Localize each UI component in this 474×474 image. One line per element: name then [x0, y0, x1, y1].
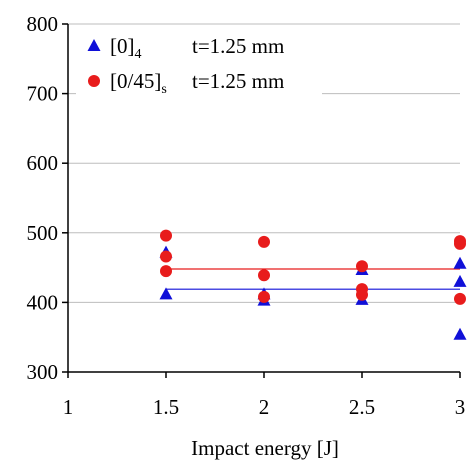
legend-background [76, 30, 322, 102]
y-ticks: 300 400 500 600 700 800 [27, 12, 68, 384]
data-point-s1-6 [356, 260, 368, 273]
data-point-s1-10 [454, 237, 466, 250]
y-tick-label-4: 700 [27, 82, 59, 106]
data-point-s1-5 [258, 290, 270, 303]
data-point-s0-8 [453, 327, 467, 340]
data-point-s1-4 [258, 269, 270, 282]
x-tick-label-3: 2.5 [349, 395, 375, 419]
x-tick-label-4: 3 [455, 395, 466, 419]
mean-lines [166, 268, 460, 290]
legend-label-1: [0/45]s [110, 69, 167, 97]
legend-label-1-main: [0/45] [110, 69, 161, 93]
data-point-s1-0 [160, 229, 172, 242]
data-point-s1-11 [454, 292, 466, 305]
data-points [159, 229, 467, 340]
legend: [0]4 t=1.25 mm [0/45]s t=1.25 mm [76, 30, 322, 102]
data-point-s0-7 [453, 274, 467, 287]
legend-marker-1 [88, 75, 100, 87]
y-tick-label-2: 500 [27, 221, 59, 245]
legend-note-0: t=1.25 mm [192, 34, 284, 58]
y-tick-label-5: 800 [27, 12, 59, 36]
data-point-s1-3 [258, 235, 270, 248]
data-point-s0-6 [453, 256, 467, 269]
data-point-s0-1 [159, 287, 173, 300]
x-ticks: 1 1.5 2 2.5 3 [63, 372, 466, 419]
legend-label-0-main: [0] [110, 34, 135, 58]
x-tick-label-1: 1.5 [153, 395, 179, 419]
data-point-s1-2 [160, 265, 172, 278]
legend-marker-0 [87, 39, 101, 51]
legend-label-0: [0]4 [110, 34, 142, 62]
data-point-s1-1 [160, 250, 172, 263]
x-tick-label-2: 2 [259, 395, 270, 419]
y-tick-label-0: 300 [27, 360, 59, 384]
legend-label-0-sub: 4 [135, 47, 142, 62]
y-tick-label-3: 600 [27, 151, 59, 175]
legend-label-1-sub: s [161, 82, 166, 97]
data-point-s1-8 [356, 288, 368, 301]
legend-note-1: t=1.25 mm [192, 69, 284, 93]
y-tick-label-1: 400 [27, 290, 59, 314]
x-tick-label-0: 1 [63, 395, 74, 419]
x-axis-title: Impact energy [J] [191, 436, 339, 460]
